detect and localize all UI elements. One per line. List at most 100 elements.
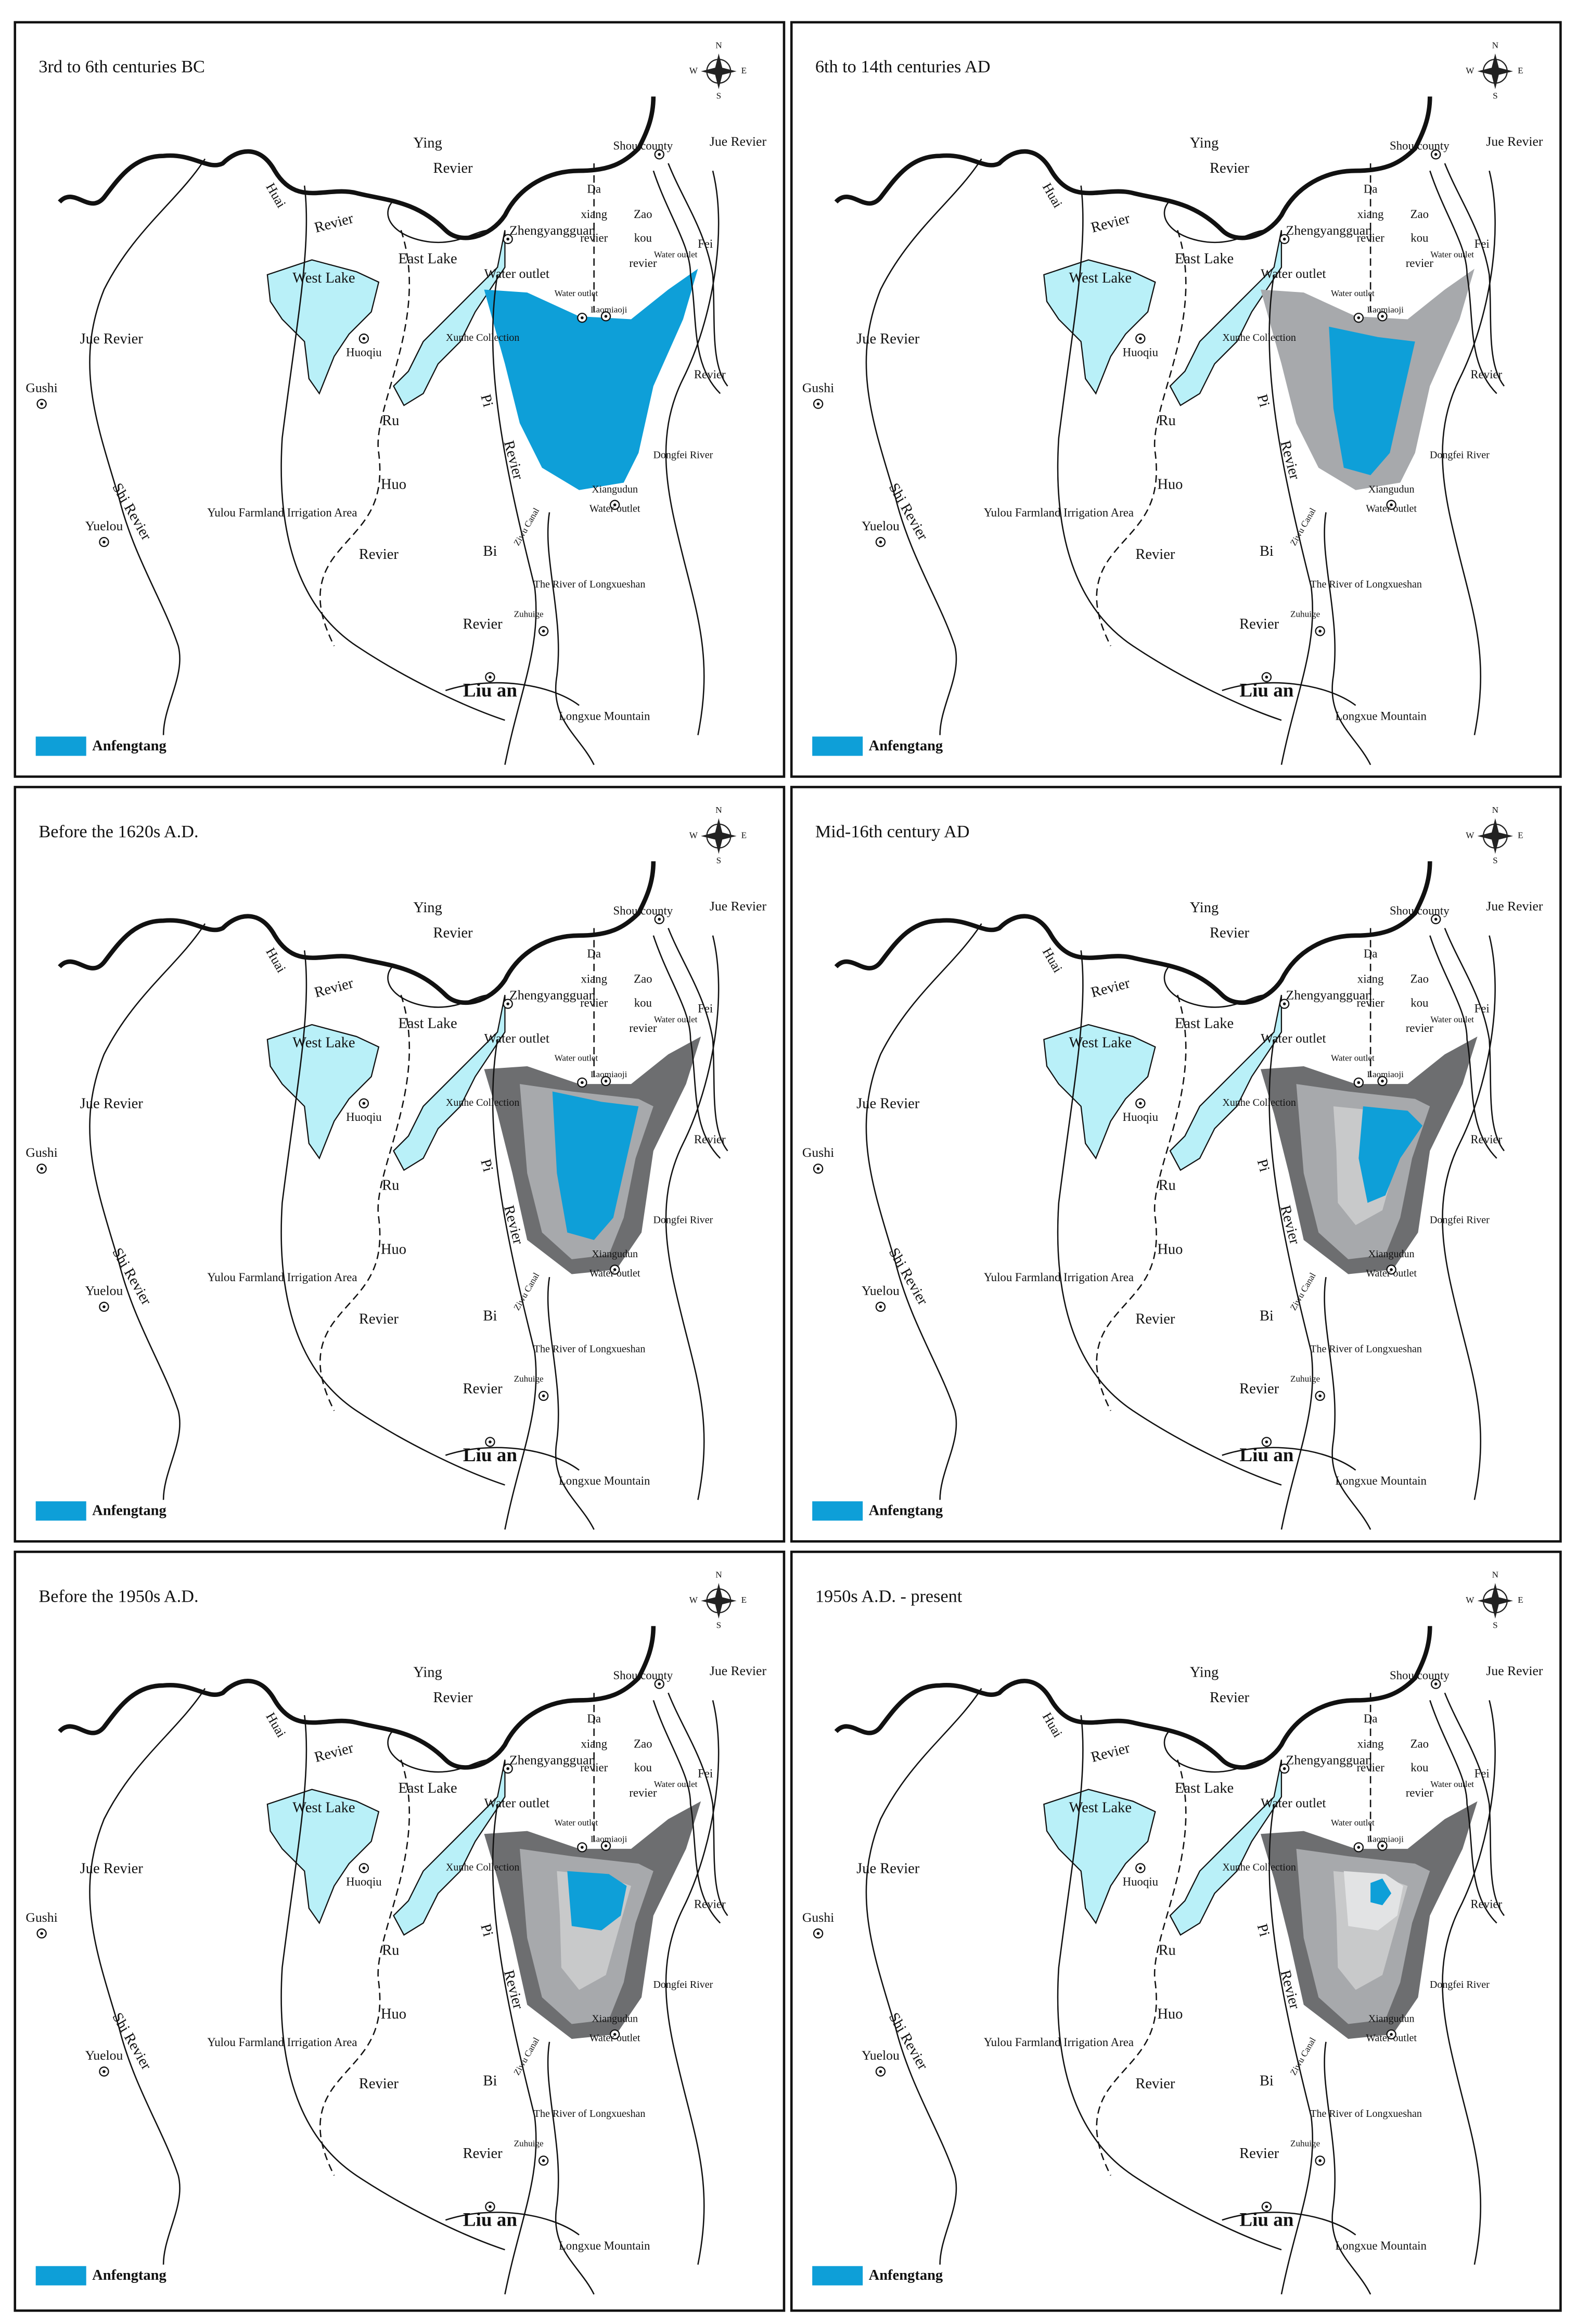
- map-label: kou: [634, 996, 652, 1009]
- river: [865, 158, 982, 735]
- map-label: kou: [1411, 232, 1429, 245]
- river: [1268, 1039, 1314, 1530]
- map-label: Water outlet: [484, 266, 550, 281]
- compass-letter: E: [741, 66, 747, 75]
- map-label: Revier: [694, 1133, 726, 1146]
- map-label: Xunhe Collection: [446, 1862, 519, 1873]
- map-label: Revier: [1135, 1311, 1175, 1327]
- map-label: revier: [1357, 1761, 1385, 1774]
- legend-label: Anfengtang: [869, 2267, 943, 2283]
- lake: [1169, 1759, 1283, 1936]
- map-label: Huoqiu: [1123, 1110, 1159, 1123]
- map-label: Revier: [1239, 2146, 1279, 2162]
- map-label: xiang: [1357, 208, 1384, 221]
- map-label: revier: [629, 1021, 657, 1035]
- map-label: The River of Longxueshan: [1310, 1344, 1422, 1355]
- map-label: Yulou Farmland Irrigation Area: [207, 1271, 357, 1284]
- town-marker: [1357, 316, 1361, 320]
- map-label: Jue Revier: [80, 331, 144, 347]
- map-label: Huo: [381, 1241, 406, 1257]
- town-marker: [102, 1305, 106, 1309]
- town-marker: [362, 1102, 366, 1105]
- map-label: The River of Longxueshan: [534, 2108, 646, 2119]
- river: [668, 928, 728, 1152]
- map-label: Shou county: [1390, 904, 1450, 917]
- river: [1444, 1692, 1505, 1917]
- map-label: The River of Longxueshan: [534, 1344, 646, 1355]
- map-label: Jue Revier: [856, 331, 920, 347]
- map-label: Revier: [1210, 925, 1250, 941]
- reservoir-area: [567, 1871, 627, 1931]
- town-marker: [506, 1002, 510, 1005]
- town-marker: [580, 1081, 584, 1084]
- compass-letter: S: [716, 1620, 722, 1630]
- map-label: Zuhuige: [514, 2139, 544, 2149]
- river: [1057, 950, 1282, 1486]
- compass-ring: [1482, 1588, 1508, 1614]
- map-label: Xunhe Collection: [1222, 1097, 1296, 1108]
- map-label: Zao: [1411, 1737, 1429, 1750]
- map-label: Jue Revier: [856, 1860, 920, 1876]
- map-label: revier: [1357, 232, 1385, 245]
- map-label: Revier: [433, 1690, 473, 1706]
- town-marker: [102, 2070, 106, 2073]
- map-label: Jue Revier: [1486, 898, 1543, 913]
- lake: [1043, 1789, 1156, 1924]
- compass-rose: [1477, 818, 1514, 854]
- map-label: Jue Revier: [856, 1096, 920, 1112]
- map-label: Revier: [359, 2076, 399, 2092]
- map-label: Ying: [1190, 135, 1219, 151]
- river: [665, 935, 720, 1500]
- map-label: Laomiaoji: [1367, 1069, 1404, 1079]
- reservoir-area: [484, 269, 698, 490]
- compass-rose: [1477, 1583, 1514, 1619]
- map-label: Jue Revier: [710, 898, 767, 913]
- compass-ring: [706, 1588, 732, 1614]
- compass-letter: S: [1493, 1620, 1498, 1630]
- map-label: Xiangudun: [1368, 2013, 1415, 2025]
- river: [1324, 2041, 1371, 2295]
- map-label: Longxue Mountain: [559, 2239, 650, 2252]
- compass-letter: E: [741, 831, 747, 840]
- map-label: Revier: [1239, 1381, 1279, 1397]
- map-label: East Lake: [398, 251, 457, 267]
- town-marker: [1381, 1844, 1384, 1847]
- legend-swatch: [812, 1501, 863, 1521]
- map-label: West Lake: [1069, 1799, 1132, 1816]
- panel-frame: [14, 786, 786, 1543]
- river: [1096, 229, 1187, 646]
- map-label: Jue Revier: [1486, 134, 1543, 149]
- map-label: Gushi: [25, 380, 57, 395]
- map-label: Longxue Mountain: [559, 1474, 650, 1487]
- river: [387, 1729, 490, 1773]
- town-marker: [506, 1767, 510, 1770]
- map-label: Revier: [1210, 160, 1250, 176]
- map-label: Zhengyangguan: [1286, 988, 1373, 1003]
- map-label: Dongfei River: [1430, 1214, 1490, 1225]
- map-label: Yulou Farmland Irrigation Area: [984, 506, 1134, 519]
- town-marker: [489, 675, 492, 679]
- map-label: kou: [1411, 1761, 1429, 1774]
- lake: [266, 1024, 380, 1160]
- map-label: Zhengyangguan: [509, 223, 596, 238]
- map-label: revier: [629, 1786, 657, 1799]
- compass-letter: E: [1518, 1595, 1523, 1605]
- map-label: Da: [1364, 1712, 1378, 1725]
- map-label: Yuelou: [85, 2048, 123, 2063]
- legend-swatch: [35, 2266, 86, 2285]
- panel-frame: [14, 1550, 786, 2312]
- compass-letter: W: [689, 1595, 698, 1605]
- map-label: Huo: [1157, 477, 1183, 493]
- map-label: Jue Revier: [80, 1096, 144, 1112]
- map-label: Huoqiu: [1123, 1875, 1159, 1888]
- town-marker: [1283, 1767, 1286, 1770]
- river: [492, 1804, 537, 2295]
- compass-letter: N: [715, 1570, 722, 1580]
- town-marker: [1390, 1268, 1393, 1271]
- map-label: Huo: [381, 477, 406, 493]
- map-label: revier: [629, 257, 657, 270]
- town-marker: [1434, 917, 1438, 921]
- map-label: Revier: [1239, 616, 1279, 632]
- map-label: Yuelou: [862, 518, 900, 533]
- map-label: Shou county: [613, 139, 673, 152]
